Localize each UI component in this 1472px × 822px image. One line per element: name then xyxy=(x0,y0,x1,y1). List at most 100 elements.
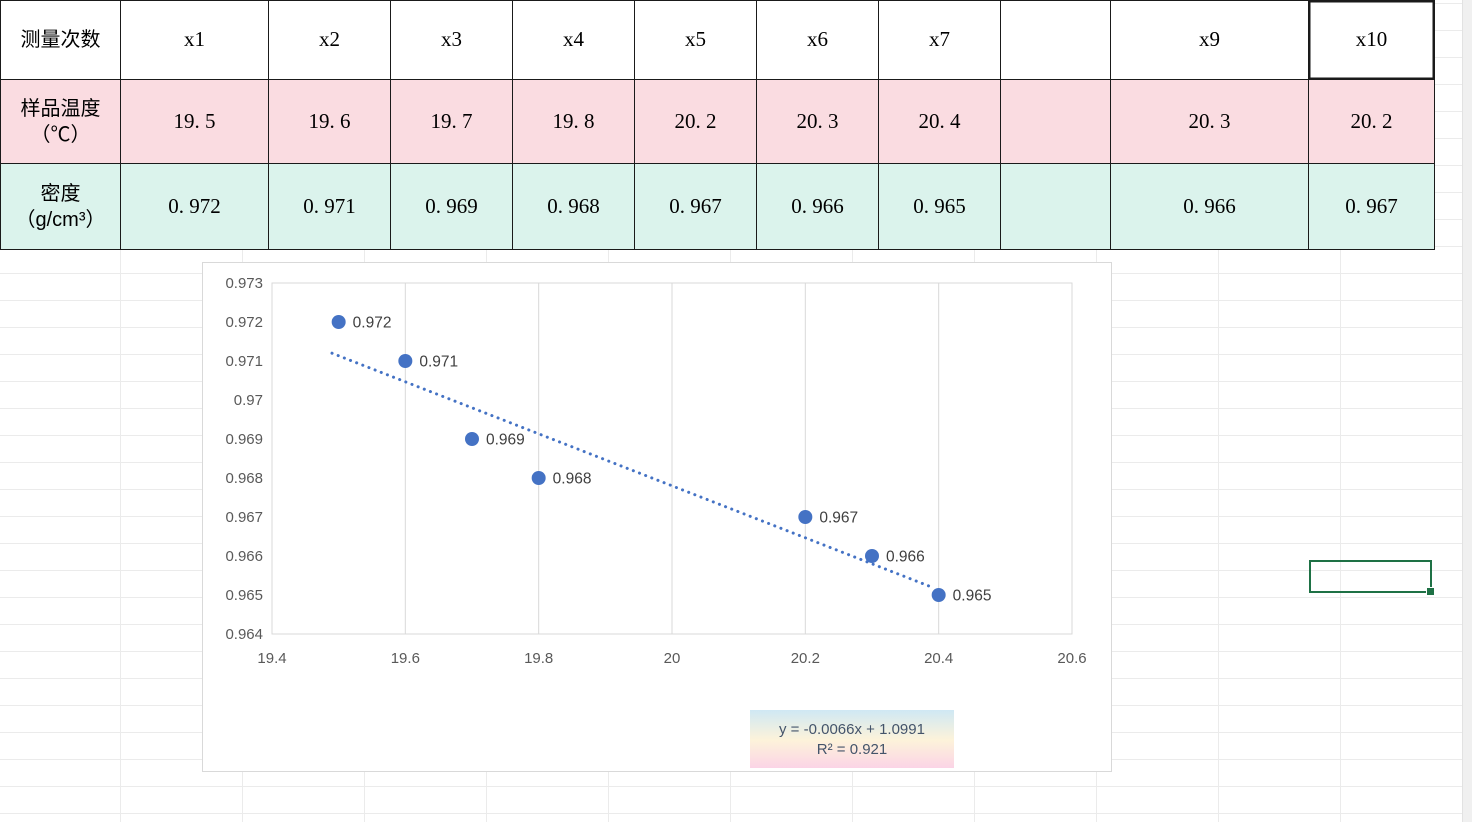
header-cell-col6[interactable]: x6 xyxy=(757,1,879,80)
x-axis-tick-label: 19.6 xyxy=(391,650,420,667)
header-cell-col7[interactable]: x7 xyxy=(879,1,1001,80)
y-axis-tick-label: 0.965 xyxy=(225,587,263,604)
density-cell-col7-text: 0. 965 xyxy=(913,193,966,218)
density-cell-col1[interactable]: 0. 972 xyxy=(121,164,269,250)
scatter-chart-canvas: 0.964 0.965 0.966 0.967 0.968 0.969 0.97 0.971 0… xyxy=(225,275,1086,667)
trendline-equation-label[interactable]: y = -0.0066x + 1.0991 R² = 0.921 xyxy=(750,710,954,768)
density-cell-col2-text: 0. 971 xyxy=(303,193,356,218)
fill-handle[interactable] xyxy=(1426,587,1435,596)
header-cell-col7-text: x7 xyxy=(929,27,950,52)
row-label-density-text: 密度 xyxy=(40,182,81,205)
y-axis-tick-label: 0.967 xyxy=(225,509,263,526)
density-cell-col5-text: 0. 967 xyxy=(669,193,722,218)
density-cell-col3[interactable]: 0. 969 xyxy=(391,164,513,250)
temperature-cell-col5[interactable]: 20. 2 xyxy=(635,80,757,164)
data-point-label: 0.968 xyxy=(553,471,592,488)
header-cell-col9[interactable]: x9 xyxy=(1111,1,1309,80)
density-cell-col8[interactable] xyxy=(1001,164,1111,250)
density-cell-col4-text: 0. 968 xyxy=(547,193,600,218)
temperature-cell-col4[interactable]: 19. 8 xyxy=(513,80,635,164)
data-point[interactable] xyxy=(331,315,346,329)
header-cell-col4[interactable]: x4 xyxy=(513,1,635,80)
row-label-sample-temperature[interactable]: 样品温度 （℃） xyxy=(1,80,121,164)
temperature-cell-col3[interactable]: 19. 7 xyxy=(391,80,513,164)
data-point-label: 0.965 xyxy=(953,588,992,605)
y-axis-tick-label: 0.971 xyxy=(225,353,263,370)
header-cell-col8[interactable] xyxy=(1001,1,1111,80)
data-point[interactable] xyxy=(865,549,879,563)
data-point-label: 0.967 xyxy=(819,510,858,527)
temperature-cell-col4-text: 19. 8 xyxy=(552,108,595,133)
y-axis-tick-label: 0.972 xyxy=(225,314,263,331)
temperature-cell-col2[interactable]: 19. 6 xyxy=(269,80,391,164)
header-cell-col6-text: x6 xyxy=(807,27,828,52)
y-axis-tick-label: 0.966 xyxy=(225,548,263,565)
data-point-label: 0.971 xyxy=(419,354,458,371)
temperature-cell-col2-text: 19. 6 xyxy=(308,108,351,133)
data-point[interactable] xyxy=(931,588,946,602)
temperature-cell-col9-text: 20. 3 xyxy=(1188,108,1231,133)
density-cell-col10-text: 0. 967 xyxy=(1345,193,1398,218)
data-table: 测量次数 x1 x2 x3 x4 x5 x6 x7 x9 x10 样品温度 （℃） 19. 5 19. 6… xyxy=(0,0,1435,250)
temperature-cell-col9[interactable]: 20. 3 xyxy=(1111,80,1309,164)
density-cell-col6[interactable]: 0. 966 xyxy=(757,164,879,250)
temperature-cell-col6[interactable]: 20. 3 xyxy=(757,80,879,164)
scatter-chart[interactable]: 0.964 0.965 0.966 0.967 0.968 0.969 0.97 0.971 0… xyxy=(202,262,1112,772)
header-cell-col2-text: x2 xyxy=(319,27,340,52)
temperature-cell-col7-text: 20. 4 xyxy=(918,108,961,133)
data-point[interactable] xyxy=(531,471,546,485)
header-cell-col3[interactable]: x3 xyxy=(391,1,513,80)
data-point-label: 0.966 xyxy=(886,549,925,566)
header-cell-col2[interactable]: x2 xyxy=(269,1,391,80)
temperature-cell-col1[interactable]: 19. 5 xyxy=(121,80,269,164)
data-point[interactable] xyxy=(465,432,479,446)
vertical-scrollbar[interactable] xyxy=(1462,0,1472,822)
temperature-cell-col5-text: 20. 2 xyxy=(674,108,717,133)
header-cell-col1-text: x1 xyxy=(184,27,205,52)
selected-cell[interactable] xyxy=(1309,560,1435,596)
temperature-cell-col10[interactable]: 20. 2 xyxy=(1309,80,1435,164)
temperature-cell-col7[interactable]: 20. 4 xyxy=(879,80,1001,164)
temperature-cell-col6-text: 20. 3 xyxy=(796,108,839,133)
row-label-measurement-count-text: 测量次数 xyxy=(20,29,101,51)
x-axis-tick-label: 20 xyxy=(664,650,681,667)
density-cell-col9[interactable]: 0. 966 xyxy=(1111,164,1309,250)
row-label-sample-temperature-text: （℃） xyxy=(30,123,91,146)
temperature-cell-col3-text: 19. 7 xyxy=(430,108,473,133)
row-label-density[interactable]: 密度 （g/cm³） xyxy=(1,164,121,250)
x-axis-tick-label: 19.8 xyxy=(524,650,553,667)
header-cell-col10[interactable]: x10 xyxy=(1309,1,1435,80)
trendline[interactable] xyxy=(330,351,934,589)
header-cell-col4-text: x4 xyxy=(563,27,584,52)
y-axis-tick-label: 0.97 xyxy=(234,392,263,409)
header-cell-col1[interactable]: x1 xyxy=(121,1,269,80)
y-axis-tick-label: 0.964 xyxy=(225,626,263,643)
header-cell-col3-text: x3 xyxy=(441,27,462,52)
header-cell-col9-text: x9 xyxy=(1199,27,1220,52)
density-cell-col4[interactable]: 0. 968 xyxy=(513,164,635,250)
density-cell-col2[interactable]: 0. 971 xyxy=(269,164,391,250)
header-cell-col10-text: x10 xyxy=(1355,27,1388,52)
density-cell-col10[interactable]: 0. 967 xyxy=(1309,164,1435,250)
density-cell-col6-text: 0. 966 xyxy=(791,193,844,218)
x-axis-tick-label: 20.6 xyxy=(1057,650,1086,667)
row-label-density-text: （g/cm³） xyxy=(15,208,106,231)
density-cell-col9-text: 0. 966 xyxy=(1183,193,1236,218)
x-axis-tick-label: 19.4 xyxy=(257,650,286,667)
data-point[interactable] xyxy=(398,354,413,368)
y-axis-tick-label: 0.969 xyxy=(225,431,263,448)
density-cell-col1-text: 0. 972 xyxy=(168,193,221,218)
row-label-sample-temperature-text: 样品温度 xyxy=(20,97,101,120)
temperature-cell-col10-text: 20. 2 xyxy=(1350,108,1393,133)
data-point[interactable] xyxy=(798,510,813,524)
density-cell-col3-text: 0. 969 xyxy=(425,193,478,218)
temperature-cell-col8[interactable] xyxy=(1001,80,1111,164)
row-label-measurement-count[interactable]: 测量次数 xyxy=(1,1,121,80)
header-cell-col5[interactable]: x5 xyxy=(635,1,757,80)
density-cell-col5[interactable]: 0. 967 xyxy=(635,164,757,250)
temperature-cell-col1-text: 19. 5 xyxy=(173,108,216,133)
density-cell-col7[interactable]: 0. 965 xyxy=(879,164,1001,250)
trendline-equation: y = -0.0066x + 1.0991 xyxy=(779,720,925,738)
data-point-label: 0.969 xyxy=(486,432,525,449)
